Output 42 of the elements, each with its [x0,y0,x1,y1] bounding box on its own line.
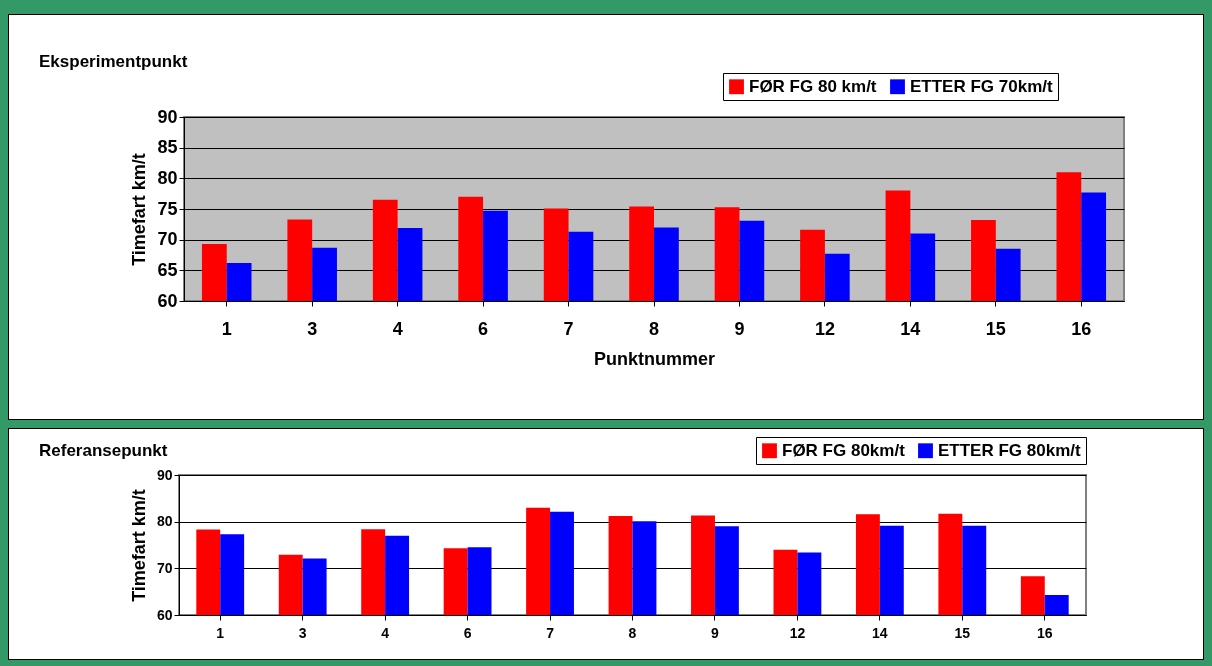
x-tick-label: 1 [221,318,232,339]
y-tick-label: 60 [157,290,178,311]
x-axis-title: Punktnummer [593,348,716,369]
y-tick-label: 90 [157,106,178,127]
x-tick-label: 7 [563,318,574,339]
x-tick-label: 14 [872,624,888,641]
y-tick-label: 80 [157,167,178,188]
y-tick-label: 75 [157,198,178,219]
x-tick-label: 6 [463,624,472,641]
x-tick-label: 1 [216,624,225,641]
x-tick-label: 7 [546,624,555,641]
y-tick-label: 65 [157,259,178,280]
y-tick-label: 90 [156,466,173,483]
y-tick-label: 60 [156,606,173,623]
y-tick-label: 70 [156,559,173,576]
legend-label: ETTER FG 80km/t [938,440,1081,460]
y-axis-title: Timefart km/t [128,489,149,602]
x-tick-label: 15 [985,318,1006,339]
x-tick-label: 6 [478,318,489,339]
x-tick-label: 9 [734,318,745,339]
legend-label: ETTER FG 70km/t [910,76,1053,96]
x-tick-label: 4 [381,624,390,641]
y-tick-label: 70 [157,229,178,250]
x-tick-label: 14 [900,318,921,339]
x-tick-label: 8 [648,318,660,339]
y-axis-title: Timefart km/t [129,153,150,266]
x-tick-label: 16 [1036,624,1053,641]
x-tick-label: 9 [711,624,720,641]
x-tick-label: 3 [307,318,318,339]
legend-label: FØR FG 80km/t [782,440,906,460]
y-tick-label: 85 [157,137,178,158]
chart-title: Referansepunkt [39,440,168,460]
y-tick-label: 80 [156,513,173,530]
x-tick-label: 3 [298,624,307,641]
x-tick-label: 16 [1071,318,1092,339]
x-tick-label: 12 [814,318,835,339]
x-tick-label: 4 [392,318,403,339]
x-tick-label: 15 [954,624,971,641]
chart-title: Eksperimentpunkt [39,51,188,71]
legend-label: FØR FG 80 km/t [749,76,877,96]
x-tick-label: 12 [789,624,806,641]
x-tick-label: 8 [628,624,637,641]
